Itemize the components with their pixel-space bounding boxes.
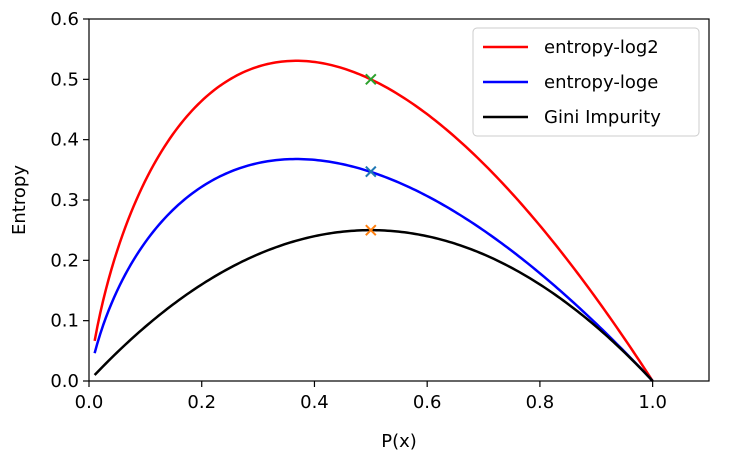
series-line-entropy-log2: [93, 59, 654, 382]
y-tick-label: 0.1: [50, 311, 79, 332]
x-tick-label: 0.2: [187, 392, 216, 413]
x-marker: [365, 73, 377, 86]
y-tick-label: 0.6: [50, 9, 79, 30]
y-tick-label: 0.0: [50, 371, 79, 392]
x-tick-label: 0.0: [75, 392, 104, 413]
series-line-gini-impurity: [93, 228, 654, 382]
x-axis-ticks: 0.0 0.2 0.4 0.6 0.8 1.0: [75, 381, 667, 413]
legend-box: [472, 27, 700, 137]
x-tick-label: 0.4: [300, 392, 329, 413]
y-axis-ticks: 0.0 0.1 0.2 0.3 0.4 0.5 0.6: [50, 9, 89, 392]
x-tick-label: 1.0: [638, 392, 667, 413]
legend-label-gini-impurity: Gini Impurity: [544, 107, 661, 128]
legend-label-entropy-loge: entropy-loge: [544, 72, 658, 93]
y-tick-label: 0.5: [50, 69, 79, 90]
series-line-entropy-loge: [93, 157, 654, 382]
y-tick-label: 0.4: [50, 130, 79, 151]
x-axis-label: P(x): [381, 431, 417, 452]
y-tick-label: 0.2: [50, 250, 79, 271]
x-tick-label: 0.6: [413, 392, 442, 413]
point-markers: [365, 73, 377, 236]
x-marker: [365, 224, 377, 236]
x-marker: [365, 165, 377, 178]
legend-label-entropy-log2: entropy-log2: [544, 37, 659, 58]
series-lines: [93, 59, 654, 382]
y-axis-label: Entropy: [9, 165, 30, 235]
legend: entropy-log2 entropy-loge Gini Impurity: [472, 27, 700, 137]
y-tick-label: 0.3: [50, 190, 79, 211]
x-tick-label: 0.8: [526, 392, 555, 413]
